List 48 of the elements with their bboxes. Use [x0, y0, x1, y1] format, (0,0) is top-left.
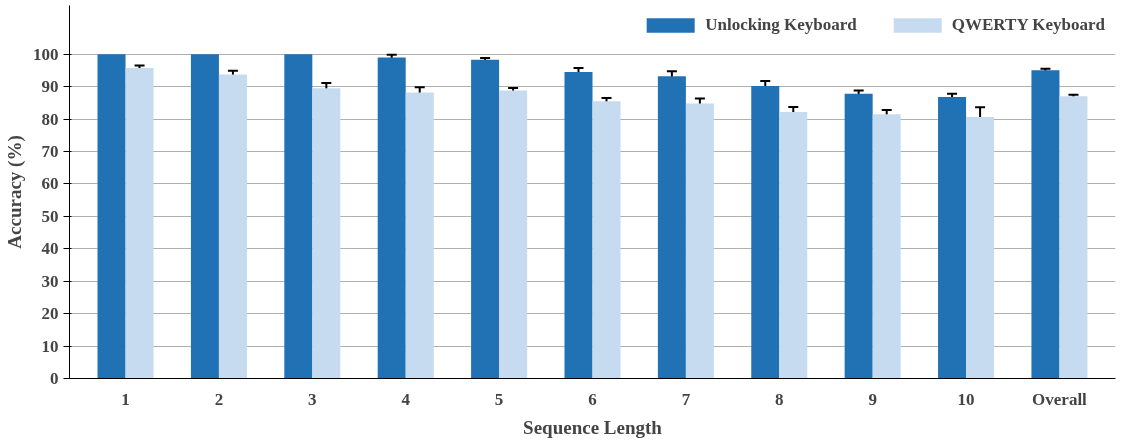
- bar: [405, 92, 434, 379]
- x-tick-label: 3: [308, 389, 317, 409]
- x-tick-label: 2: [214, 389, 224, 409]
- bar: [592, 101, 621, 379]
- y-tick-label: 20: [41, 304, 59, 324]
- x-tick-label: 1: [121, 389, 130, 409]
- x-tick-label: 9: [868, 389, 877, 409]
- bar: [564, 71, 593, 379]
- y-tick-label: 10: [41, 336, 59, 356]
- bar: [499, 90, 528, 379]
- bar: [218, 74, 247, 379]
- bar: [377, 57, 406, 379]
- bar: [685, 103, 714, 379]
- bar: [844, 93, 873, 379]
- y-tick-label: 0: [50, 369, 59, 388]
- bar: [872, 114, 901, 379]
- y-tick-label: 90: [41, 77, 59, 97]
- bar: [471, 59, 500, 379]
- x-axis-title: Sequence Length: [523, 416, 663, 438]
- bar: [1059, 96, 1088, 379]
- x-tick-label: 7: [681, 389, 691, 409]
- bar: [938, 96, 967, 379]
- x-tick-label: 4: [401, 389, 411, 409]
- x-tick-label: Overall: [1032, 389, 1088, 409]
- bar: [125, 68, 154, 379]
- y-tick-label: 100: [33, 44, 59, 64]
- x-tick-label: 8: [775, 389, 784, 409]
- legend-label: Unlocking Keyboard: [705, 15, 857, 35]
- bar: [97, 54, 126, 379]
- y-axis-title: Accuracy (%): [4, 135, 26, 249]
- bar: [190, 54, 219, 379]
- bar: [312, 88, 341, 379]
- y-tick-label: 50: [41, 206, 59, 226]
- x-tick-label: 6: [588, 389, 597, 409]
- bar: [284, 54, 313, 379]
- bar: [751, 85, 780, 379]
- x-tick-label: 10: [957, 389, 975, 409]
- bar: [779, 111, 808, 379]
- bar: [657, 76, 686, 379]
- bar: [966, 117, 995, 379]
- bar: [1031, 70, 1060, 379]
- y-tick-label: 30: [41, 271, 59, 291]
- x-tick-label: 5: [494, 389, 504, 409]
- y-tick-label: 80: [41, 109, 59, 129]
- y-tick-label: 70: [41, 141, 59, 161]
- y-tick-label: 60: [41, 174, 59, 194]
- legend-label: QWERTY Keyboard: [951, 15, 1105, 35]
- y-tick-label: 40: [41, 239, 59, 259]
